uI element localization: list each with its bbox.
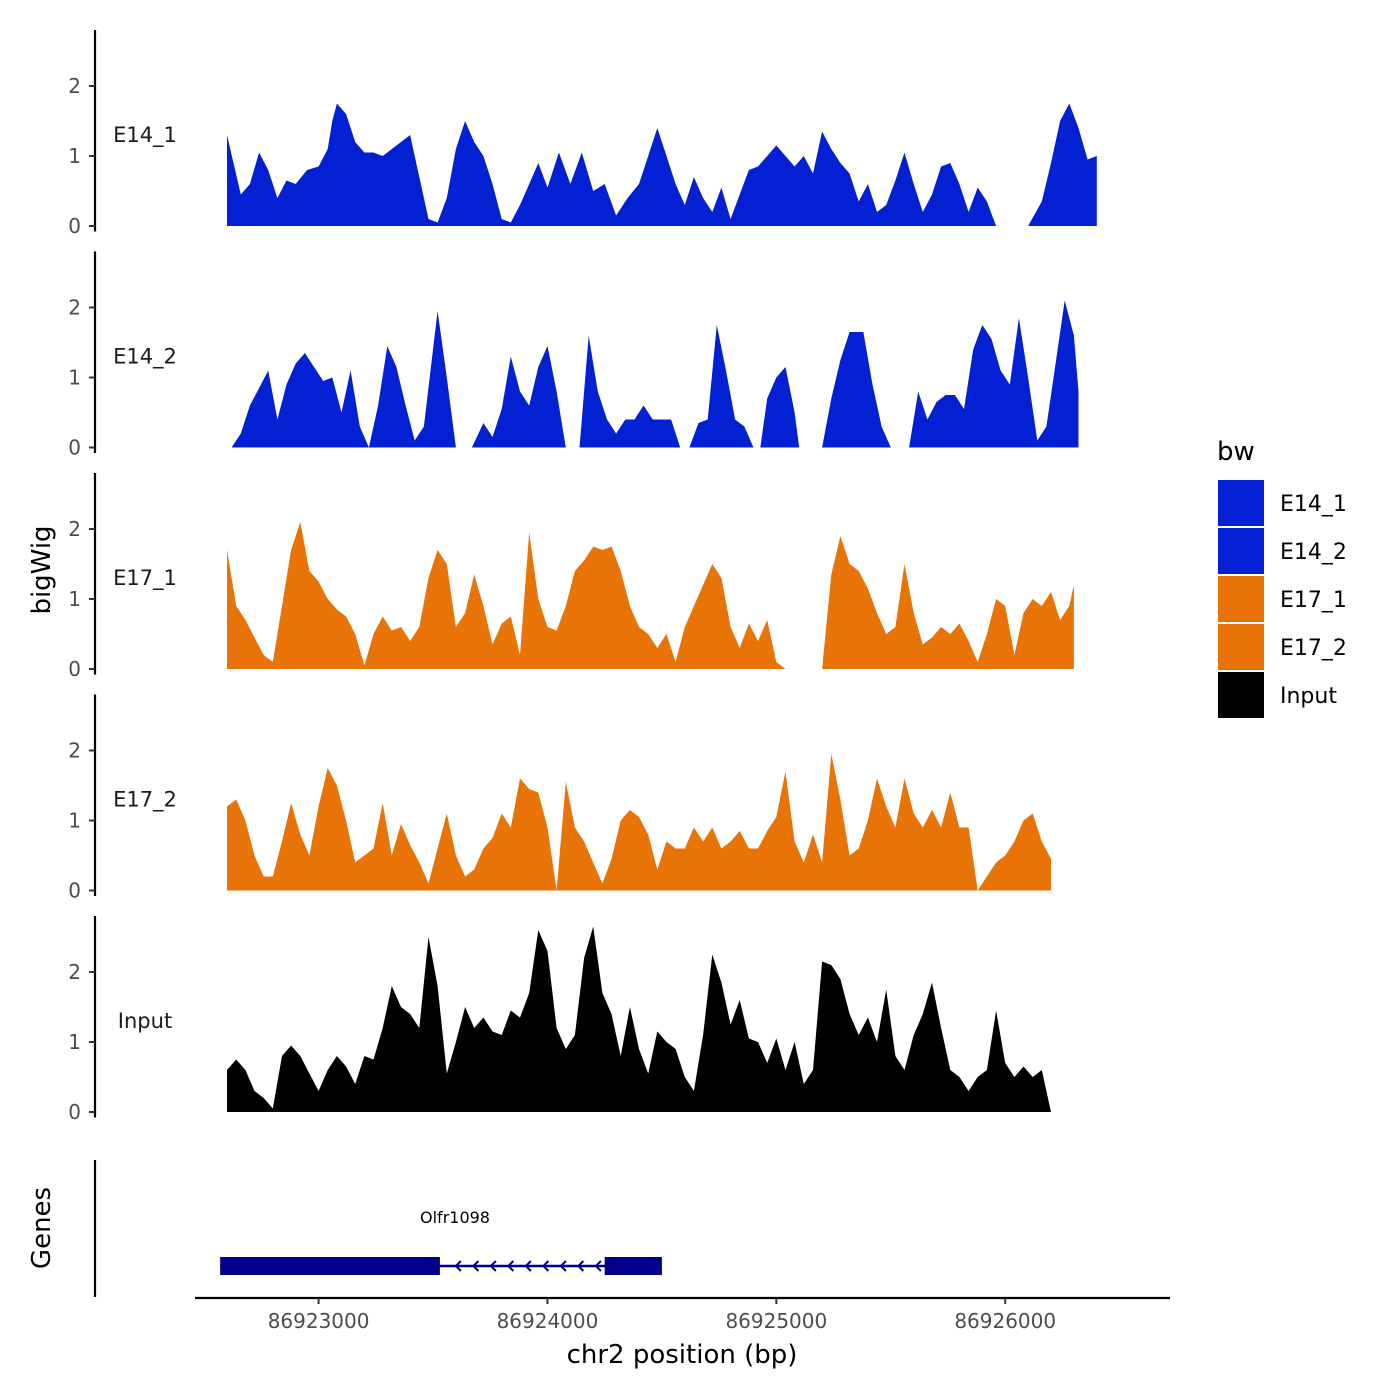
track-label: Input — [118, 1009, 172, 1033]
strand-arrow — [524, 1260, 532, 1272]
strand-arrow — [489, 1260, 497, 1272]
x-tick-label: 86923000 — [268, 1309, 370, 1333]
track-label: E17_1 — [113, 566, 177, 591]
area-e14-1 — [227, 103, 1097, 226]
y-tick-label: 0 — [68, 436, 81, 460]
x-axis: 86923000 86924000 86925000 86926000 — [195, 1296, 1170, 1333]
track-input: 0 1 2 Input — [68, 916, 1051, 1124]
legend-label: E17_2 — [1280, 636, 1347, 661]
strand-arrow — [541, 1260, 550, 1272]
y-tick-label: 1 — [68, 587, 81, 611]
legend-label: Input — [1280, 684, 1337, 709]
track-label: E14_1 — [113, 123, 177, 148]
x-tick-label: 86925000 — [725, 1309, 827, 1333]
x-axis-title: chr2 position (bp) — [567, 1340, 798, 1370]
y-axis-title: bigWig — [27, 525, 57, 614]
strand-arrow — [559, 1260, 567, 1272]
signal-tracks: 0 1 2 E14_1 0 1 2 E14_2 0 1 2 E17_1 0 1 2 E17_2 0 1 2 Input — [68, 30, 1097, 1124]
legend-swatch — [1218, 576, 1264, 622]
y-tick-label: 0 — [68, 1100, 81, 1124]
legend-swatch — [1218, 528, 1264, 574]
y-tick-label: 1 — [68, 144, 81, 168]
area-e14-2 — [231, 300, 1079, 448]
track-e14-1: 0 1 2 E14_1 — [68, 30, 1097, 238]
area-e17-1 — [227, 522, 1074, 669]
track-e17-1: 0 1 2 E17_1 — [68, 473, 1074, 681]
x-tick-label: 86926000 — [954, 1309, 1056, 1333]
area-input — [227, 926, 1051, 1112]
track-e17-2: 0 1 2 E17_2 — [68, 694, 1051, 903]
y-tick-label: 2 — [68, 296, 81, 320]
y-tick-label: 0 — [68, 214, 81, 238]
strand-arrow — [576, 1260, 585, 1272]
y-tick-label: 2 — [68, 74, 81, 98]
legend: bw E14_1 E14_2 E17_1 E17_2 Input — [1217, 437, 1347, 718]
strand-arrow — [594, 1260, 602, 1272]
legend-swatch — [1218, 480, 1264, 526]
y-tick-label: 1 — [68, 1030, 81, 1054]
genes-track-title: Genes — [27, 1187, 57, 1269]
y-tick-label: 0 — [68, 879, 81, 903]
strand-arrow — [454, 1260, 462, 1272]
x-tick-label: 86924000 — [497, 1309, 599, 1333]
gene-name-label: Olfr1098 — [420, 1208, 490, 1227]
strand-arrow — [506, 1260, 515, 1272]
genes-track: Olfr1098 — [93, 1160, 662, 1297]
gene-exon — [604, 1257, 662, 1275]
legend-label: E14_2 — [1280, 540, 1347, 565]
track-e14-2: 0 1 2 E14_2 — [68, 251, 1079, 460]
y-tick-label: 1 — [68, 366, 81, 390]
y-tick-label: 2 — [68, 517, 81, 541]
y-tick-label: 2 — [68, 739, 81, 763]
track-label: E14_2 — [113, 345, 177, 370]
legend-label: E14_1 — [1280, 492, 1347, 517]
area-e17-2 — [227, 754, 1051, 891]
strand-arrow — [471, 1260, 480, 1272]
y-tick-label: 0 — [68, 657, 81, 681]
legend-swatch — [1218, 672, 1264, 718]
track-label: E17_2 — [113, 788, 177, 813]
legend-title: bw — [1217, 437, 1255, 467]
y-tick-label: 1 — [68, 809, 81, 833]
legend-swatch — [1218, 624, 1264, 670]
gene-exon — [220, 1257, 440, 1275]
y-tick-label: 2 — [68, 960, 81, 984]
legend-label: E17_1 — [1280, 588, 1347, 613]
